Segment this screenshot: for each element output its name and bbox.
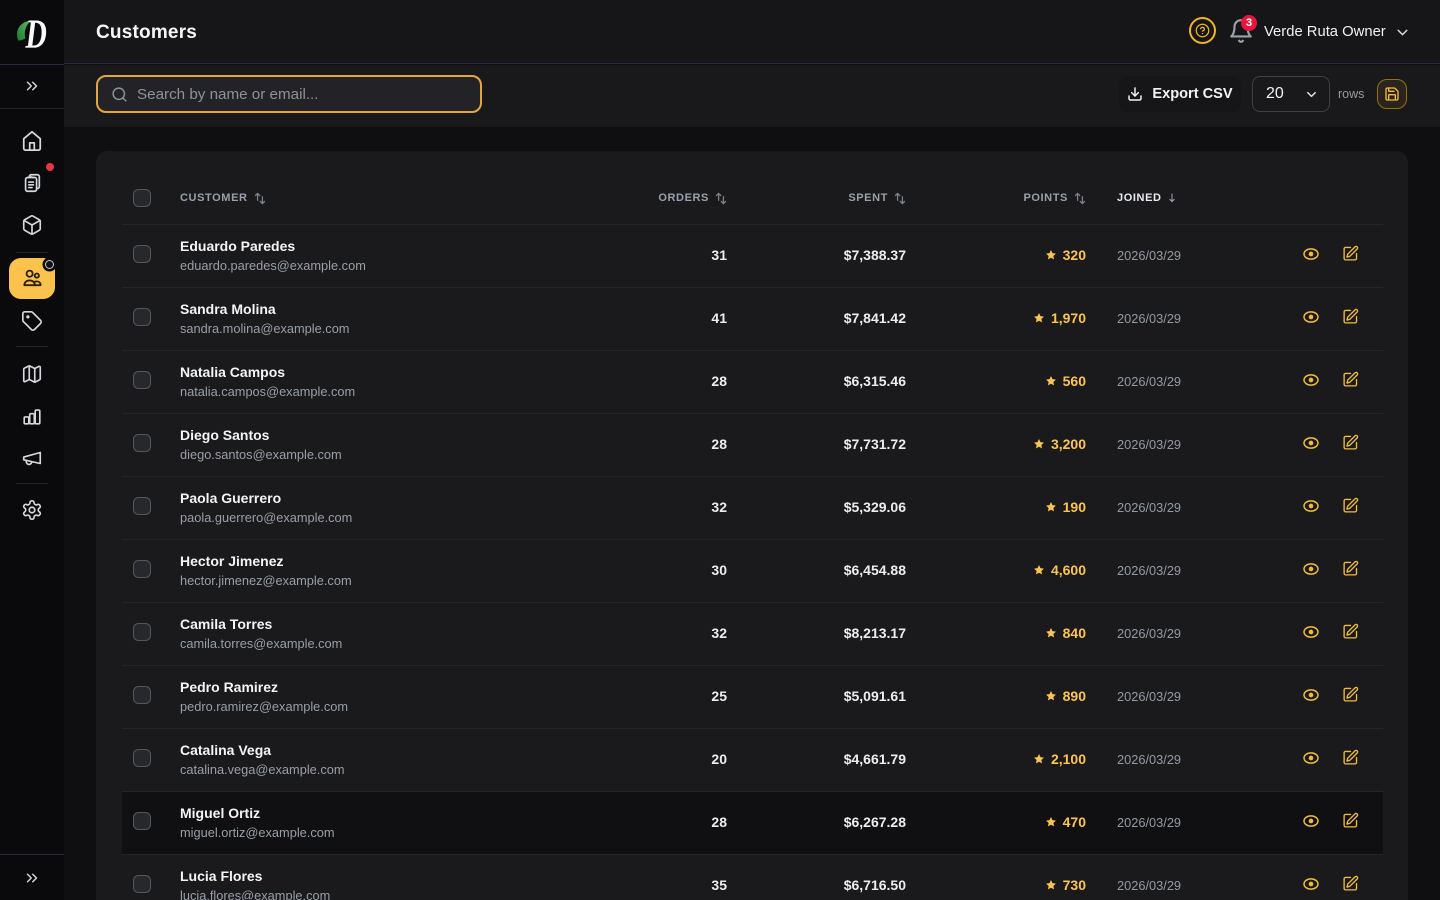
svg-text:D: D xyxy=(25,11,47,56)
